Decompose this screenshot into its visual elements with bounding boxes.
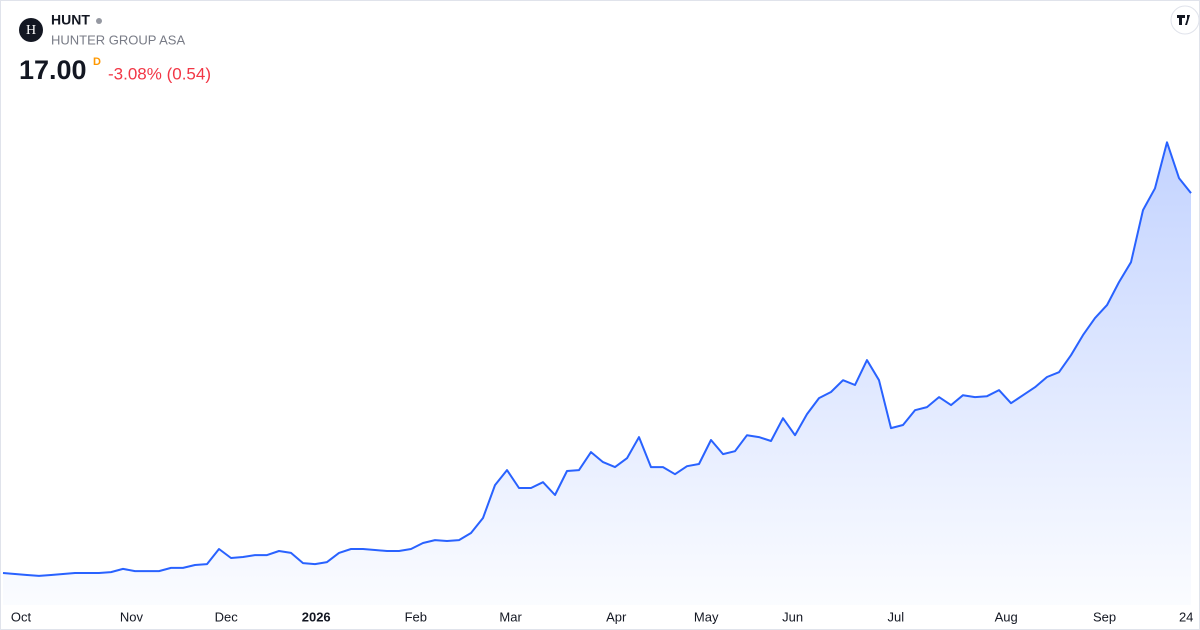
x-tick-label: Mar [499, 609, 522, 624]
x-tick-label: May [694, 609, 719, 624]
x-tick-label: 2026 [302, 609, 331, 624]
x-tick-label: Oct [11, 609, 32, 624]
company-name: HUNTER GROUP ASA [51, 32, 185, 47]
x-tick-label: 24 [1179, 609, 1193, 624]
x-tick-label: Feb [405, 609, 427, 624]
x-tick-label: Jun [782, 609, 803, 624]
price: 17.00 [19, 55, 87, 85]
tv-logo [1170, 5, 1200, 35]
x-tick-label: Jul [887, 609, 904, 624]
x-tick-label: Sep [1093, 609, 1116, 624]
x-tick-label: Dec [215, 609, 239, 624]
symbol: HUNT [51, 12, 90, 28]
logo [19, 18, 43, 42]
x-tick-label: Aug [995, 609, 1018, 624]
area-fill [3, 142, 1191, 606]
x-tick-label: Nov [120, 609, 144, 624]
status-dot [96, 18, 102, 24]
currency-flag: D [93, 56, 101, 68]
price-line [2, 141, 1192, 577]
price-change: -3.08% (0.54) [108, 64, 211, 83]
logo-letter: H [26, 23, 36, 38]
x-tick-label: Apr [606, 609, 627, 624]
